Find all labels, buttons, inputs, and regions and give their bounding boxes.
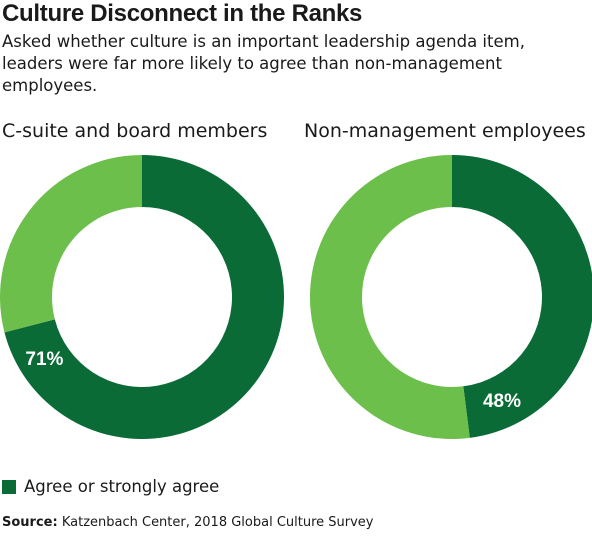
chart-title-c-suite: C-suite and board members [2, 120, 268, 142]
donut-1-slice-0 [452, 155, 592, 438]
donut-0-slice-0 [4, 155, 284, 439]
page-subtitle: Asked whether culture is an important le… [2, 32, 525, 95]
source-text: Katzenbach Center, 2018 Global Culture S… [61, 515, 374, 530]
chart-title-non-management: Non-management employees [304, 120, 586, 142]
donut-1-slice-1 [310, 155, 470, 439]
donut-chart-non-management: 48% [310, 155, 592, 439]
donut-1-value-label: 48% [483, 391, 521, 412]
source-note: Source: Katzenbach Center, 2018 Global C… [2, 515, 374, 530]
donut-chart-c-suite: 71% [0, 155, 284, 439]
donut-0-slice-1 [0, 155, 142, 333]
legend-swatch [2, 479, 16, 494]
legend-label: Agree or strongly agree [24, 477, 220, 496]
page-title: Culture Disconnect in the Ranks [2, 0, 363, 27]
legend: Agree or strongly agree [2, 477, 219, 496]
source-label: Source: [2, 515, 58, 530]
donut-0-value-label: 71% [25, 349, 63, 370]
